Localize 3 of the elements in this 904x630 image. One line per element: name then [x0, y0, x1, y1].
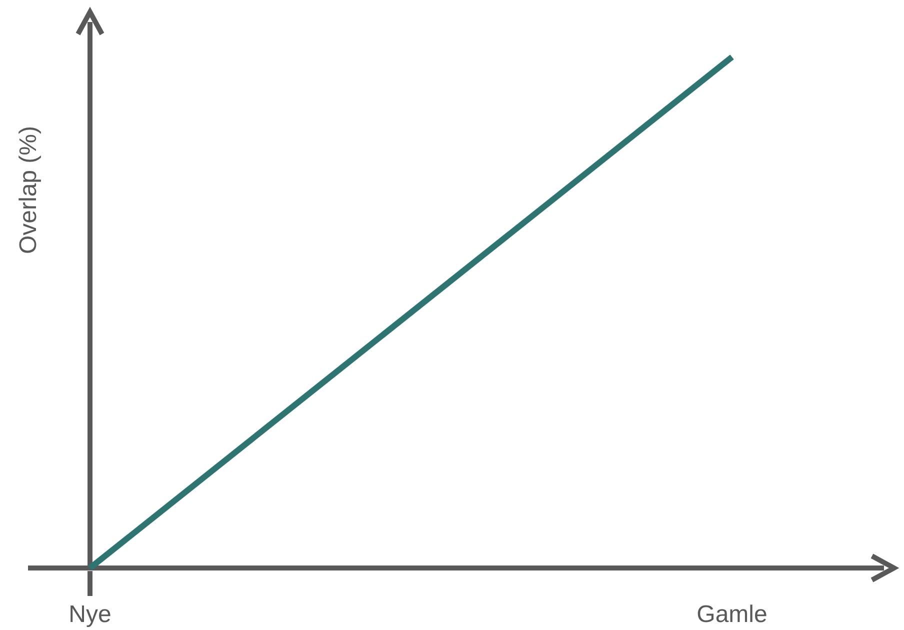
y-axis-title: Overlap (%) [15, 126, 42, 254]
x-tick-label: Gamle [696, 601, 768, 628]
x-tick-label: Nye [68, 601, 112, 628]
